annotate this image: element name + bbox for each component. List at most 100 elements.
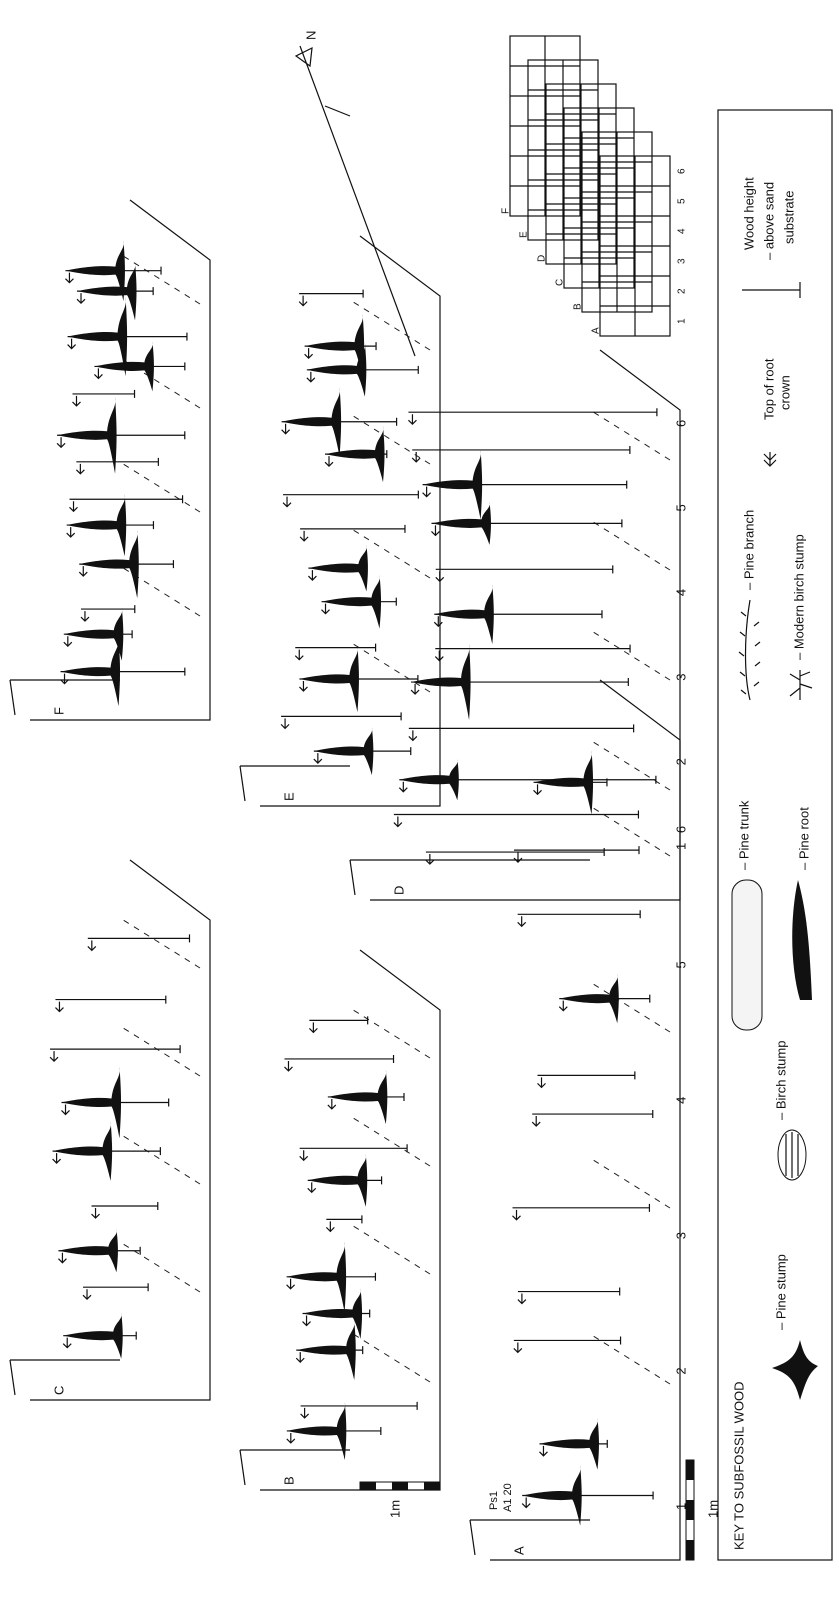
floor-line <box>350 642 430 692</box>
root-crown <box>94 368 102 378</box>
wood-pole <box>50 1045 180 1053</box>
root-crown <box>534 784 542 794</box>
floor-line <box>350 1116 430 1166</box>
pine-stump <box>325 426 385 482</box>
root-crown <box>83 1289 91 1299</box>
root-crown <box>431 525 439 535</box>
wood-pole <box>81 605 135 613</box>
modern-birch-symbol <box>790 670 812 700</box>
root-crown <box>409 730 417 740</box>
key-label: – Pine stump <box>773 1254 788 1330</box>
pine-stump <box>67 494 127 556</box>
floor-line <box>350 1008 430 1058</box>
pine-root-symbol <box>792 880 812 1000</box>
root-crown <box>314 753 322 763</box>
root-crown <box>325 456 333 466</box>
wood-pole <box>513 1204 650 1212</box>
block-row-label: C <box>555 279 566 286</box>
wood-pole <box>435 645 630 653</box>
root-crown <box>58 1253 66 1263</box>
wood-pole <box>326 1215 362 1223</box>
figure: KEY TO SUBFOSSIL WOOD – Pine stump – Bir… <box>0 0 839 1606</box>
root-crown <box>514 852 522 862</box>
annotation: Ps1 <box>488 1491 500 1510</box>
key-title: KEY TO SUBFOSSIL WOOD <box>731 1381 746 1550</box>
panel-frame <box>350 860 590 895</box>
floor-line <box>590 1334 670 1384</box>
pine-stump <box>64 608 124 661</box>
root-crown <box>53 1153 61 1163</box>
column-number: 5 <box>673 961 688 968</box>
key-label: – Pine trunk <box>736 800 751 870</box>
root-crown <box>62 1104 70 1114</box>
wood-pole <box>301 1402 418 1410</box>
root-crown <box>79 566 87 576</box>
floor-line <box>120 1134 200 1184</box>
root-crown <box>322 604 330 614</box>
birch-stump-symbol <box>778 1130 806 1180</box>
root-crown <box>513 1210 521 1220</box>
wood-pole <box>409 724 634 732</box>
block-col-label: 2 <box>677 288 688 294</box>
root-crown <box>326 1221 334 1231</box>
key-label: – Pine branch <box>741 510 756 590</box>
root-crown <box>88 940 96 950</box>
root-crown <box>57 437 65 447</box>
column-number: 2 <box>673 758 688 765</box>
north-arrow <box>296 46 415 356</box>
key-box <box>718 110 832 1560</box>
panel-frame <box>490 680 680 1560</box>
pine-stump <box>282 387 342 456</box>
wood-pole <box>299 290 363 298</box>
root-crown <box>72 396 80 406</box>
floor-line <box>120 918 200 968</box>
root-crown <box>303 1316 311 1326</box>
wood-pole <box>518 1288 620 1296</box>
root-crown <box>411 684 419 694</box>
scale-label: 1m <box>387 1500 402 1518</box>
root-crown <box>559 1001 567 1011</box>
block-col-label: 5 <box>677 198 688 204</box>
pine-stump <box>287 1241 347 1312</box>
pine-stump <box>314 727 374 775</box>
panel-frame <box>370 350 680 900</box>
key-label: crown <box>777 375 792 410</box>
root-crown <box>61 674 69 684</box>
block-col-label: 6 <box>677 168 688 174</box>
wood-pole <box>70 495 183 503</box>
pine-stump <box>53 1121 112 1181</box>
root-crown <box>299 296 307 306</box>
pine-stump <box>534 750 594 814</box>
root-crown <box>76 464 84 474</box>
wood-pole <box>72 390 134 398</box>
key-label: – Modern birch stump <box>791 534 806 660</box>
panel-label: C <box>51 1386 66 1395</box>
pine-stump-symbol <box>772 1340 818 1400</box>
column-number: 5 <box>673 504 688 511</box>
block-row-label: D <box>537 255 548 262</box>
wood-pole <box>295 644 375 652</box>
key-label: – Pine root <box>796 807 811 870</box>
column-number: 4 <box>673 589 688 596</box>
root-crown <box>299 681 307 691</box>
root-crown <box>92 1208 100 1218</box>
root-crown <box>434 616 442 626</box>
column-number: 2 <box>673 1367 688 1374</box>
root-crown <box>63 1338 71 1348</box>
block-row-label: F <box>501 208 512 214</box>
root-crown <box>77 293 85 303</box>
wood-pole <box>394 811 639 819</box>
wood-pole <box>514 846 639 854</box>
floor-line <box>350 1224 430 1274</box>
wood-pole <box>309 1016 367 1024</box>
root-crown <box>308 1182 316 1192</box>
column-number: 4 <box>673 1097 688 1104</box>
root-crown <box>295 650 303 660</box>
root-crown <box>65 273 73 283</box>
key-label: substrate <box>781 191 796 244</box>
root-crown <box>399 782 407 792</box>
pine-stump <box>559 974 619 1023</box>
root-crown <box>514 1342 522 1352</box>
root-crown <box>70 501 78 511</box>
pine-stump <box>296 1320 356 1380</box>
